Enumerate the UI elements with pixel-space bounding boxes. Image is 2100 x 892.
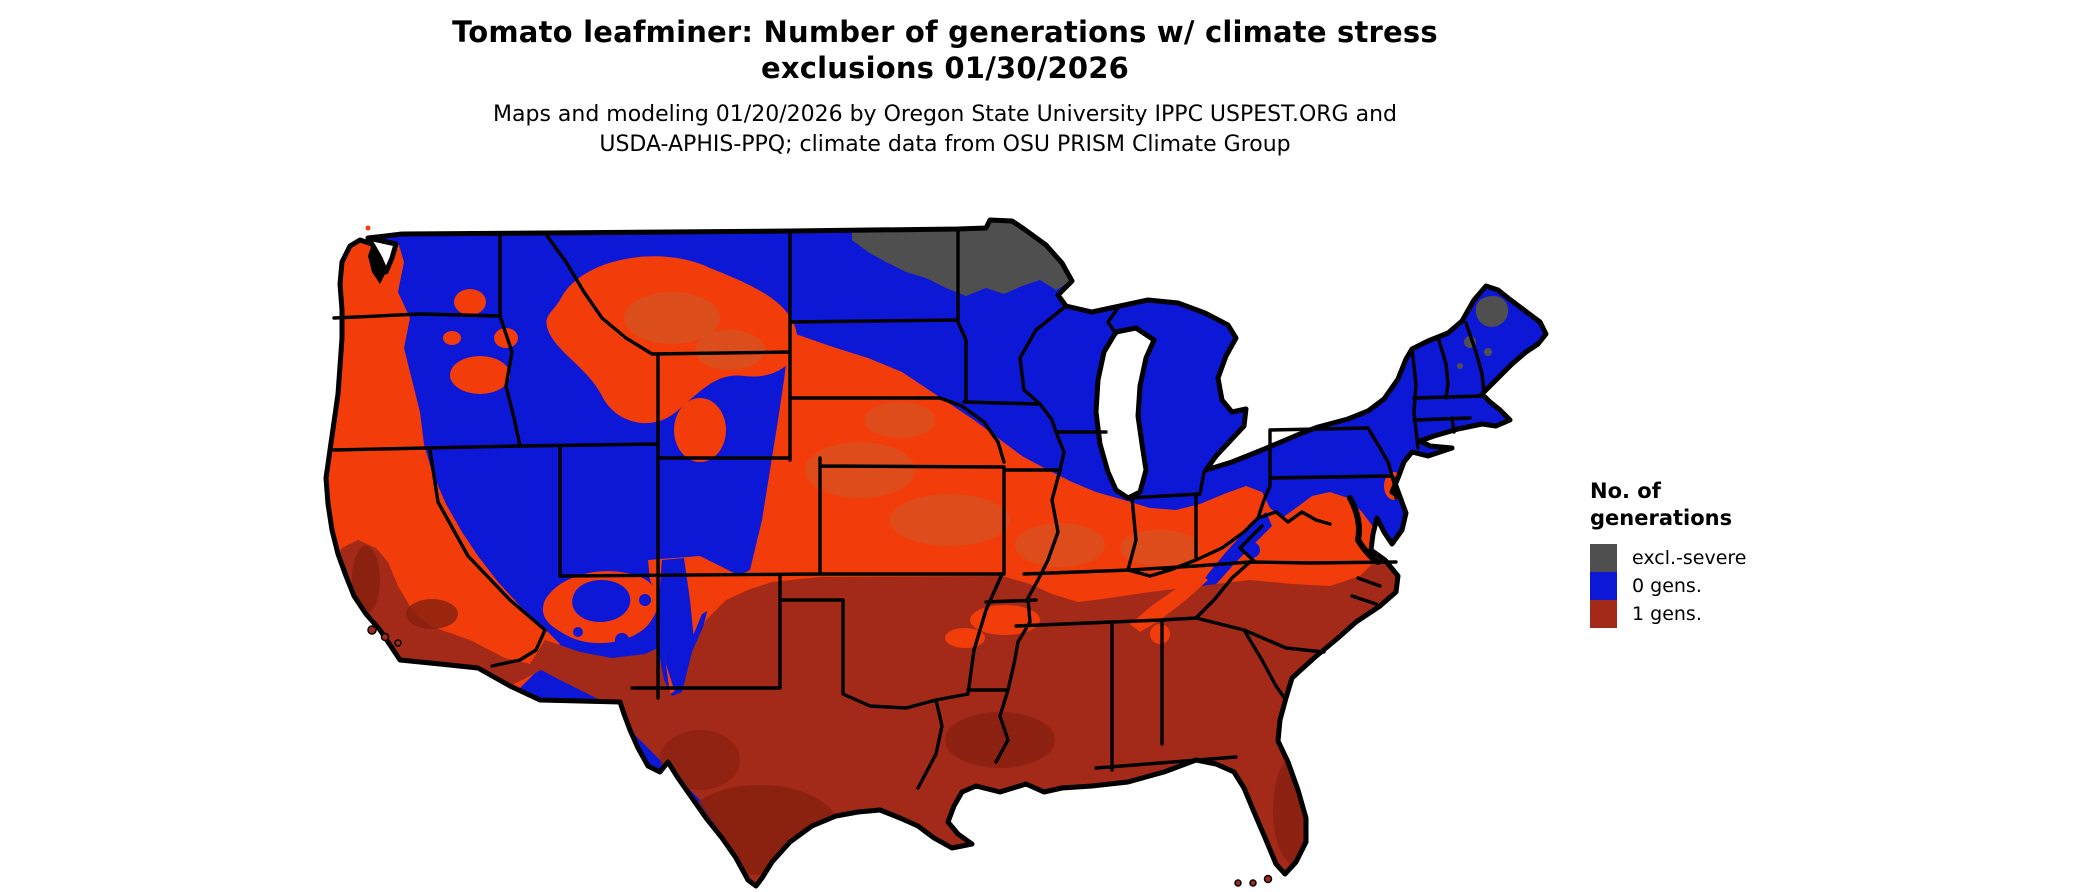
mottle-south-texas xyxy=(680,785,840,875)
region-0-gens-az-dot-1 xyxy=(615,633,629,647)
chesapeake-bay xyxy=(1347,495,1381,565)
region-excl-severe-maine-dot-2 xyxy=(1484,348,1492,356)
region-0-gens-az-plateau xyxy=(572,580,631,622)
map-subtitle-line-2: USDA-APHIS-PPQ; climate data from OSU PR… xyxy=(599,132,1291,157)
legend-label-0-gens: 0 gens. xyxy=(1632,575,1702,597)
legend-item-0-gens: 0 gens. xyxy=(1590,572,1747,600)
legend-swatch-0-gens xyxy=(1590,572,1617,600)
mottle-plains-3 xyxy=(1015,523,1105,567)
mottle-montana-1 xyxy=(624,292,720,344)
puget-sound xyxy=(368,244,386,284)
region-transition-east-wa-3 xyxy=(443,331,461,345)
mottle-louisiana xyxy=(945,712,1055,768)
legend-label-excl-severe: excl.-severe xyxy=(1632,547,1747,569)
region-transition-n-georgia xyxy=(1150,624,1170,644)
legend-item-excl-severe: excl.-severe xyxy=(1590,544,1747,572)
region-transition-east-wa-1 xyxy=(454,289,486,315)
mottle-montana-2 xyxy=(695,330,765,370)
legend-label-1-gens: 1 gens. xyxy=(1632,603,1702,625)
region-transition-ozarks-1 xyxy=(970,605,1040,635)
mottle-florida xyxy=(1273,755,1317,865)
mottle-plains-1 xyxy=(805,442,915,498)
state-borders xyxy=(332,227,1486,790)
map-title-line-1: Tomato leafminer: Number of generations … xyxy=(452,15,1438,49)
region-excl-severe-maine-dot-3 xyxy=(1457,363,1463,369)
legend-swatch-excl-severe xyxy=(1590,544,1617,572)
region-0-gens-az-dot-2 xyxy=(573,627,583,637)
map-title-line-2: exclusions 01/30/2026 xyxy=(760,51,1130,85)
region-transition-yellowstone xyxy=(674,398,726,462)
legend-title: No. of generations xyxy=(1590,478,1747,532)
legend-items: excl.-severe 0 gens. 1 gens. xyxy=(1590,544,1747,628)
region-1-gens-mojave xyxy=(430,626,560,686)
mottle-rio-grande xyxy=(660,730,740,790)
region-transition-sierra xyxy=(408,466,478,586)
florida-keys xyxy=(1234,874,1273,887)
region-0-gens-az-dot-3 xyxy=(639,594,651,606)
map-legend: No. of generations excl.-severe 0 gens. … xyxy=(1590,478,1747,628)
legend-title-line-1: No. of xyxy=(1590,479,1661,503)
region-0-gens-nm-mountains xyxy=(658,558,694,696)
legend-swatch-1-gens xyxy=(1590,600,1617,628)
carolina-sounds xyxy=(1350,576,1382,606)
nw-speck xyxy=(365,225,371,231)
mottle-central-valley xyxy=(352,546,380,614)
channel-islands xyxy=(367,625,402,647)
region-excl-severe-maine xyxy=(1475,295,1509,327)
region-transition-east-tn xyxy=(1130,572,1208,632)
title-block: Tomato leafminer: Number of generations … xyxy=(0,14,1890,160)
mottle-plains-5 xyxy=(865,402,935,438)
legend-item-1-gens: 1 gens. xyxy=(1590,600,1747,628)
mottle-plains-2 xyxy=(890,494,1010,546)
region-transition-blue-mtns xyxy=(450,356,510,394)
mottle-mojave xyxy=(406,599,458,629)
region-excl-severe-north xyxy=(852,220,1072,296)
legend-title-line-2: generations xyxy=(1590,506,1733,530)
map-subtitle: Maps and modeling 01/20/2026 by Oregon S… xyxy=(0,100,1890,160)
mottle-plains-4 xyxy=(1120,530,1200,566)
map-subtitle-line-1: Maps and modeling 01/20/2026 by Oregon S… xyxy=(493,102,1397,127)
